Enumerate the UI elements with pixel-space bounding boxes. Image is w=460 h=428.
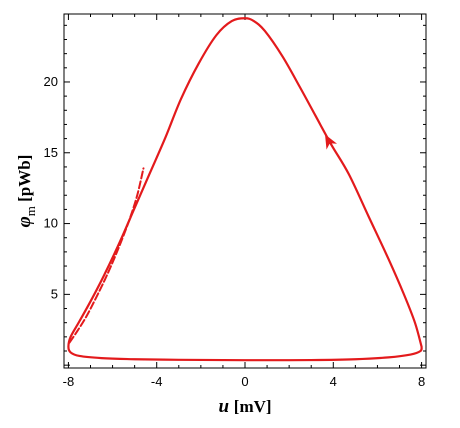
x-axis-symbol: u [218, 396, 233, 417]
y-tick-label: 5 [51, 286, 58, 301]
y-tick-label: 10 [44, 216, 58, 231]
plot-border [63, 13, 427, 369]
hysteresis-loop [67, 17, 423, 362]
x-axis-unit: [mV] [234, 397, 272, 416]
direction-arrow-icon [325, 134, 338, 150]
x-tick-label: -4 [151, 374, 163, 389]
x-tick-label: 0 [241, 374, 248, 389]
axis-ticks: -8 -4 0 4 8 5 10 15 20 [44, 14, 426, 389]
y-axis-unit: [pWb] [15, 155, 34, 206]
y-tick-label: 20 [44, 74, 58, 89]
x-tick-label: 4 [330, 374, 337, 389]
dashed-trajectory [68, 167, 145, 344]
x-tick-label: -8 [63, 374, 75, 389]
y-tick-label: 15 [44, 145, 58, 160]
x-axis-title: u [mV] [218, 396, 271, 417]
x-tick-label: 8 [418, 374, 425, 389]
chart-curves [67, 17, 423, 362]
y-axis-title: φm [pWb] [14, 155, 38, 228]
axis-labels: u [mV] φm [pWb] [14, 155, 272, 417]
plot-frame [63, 13, 427, 369]
y-axis-subscript: m [23, 206, 38, 216]
y-axis-symbol: φ [14, 216, 35, 227]
